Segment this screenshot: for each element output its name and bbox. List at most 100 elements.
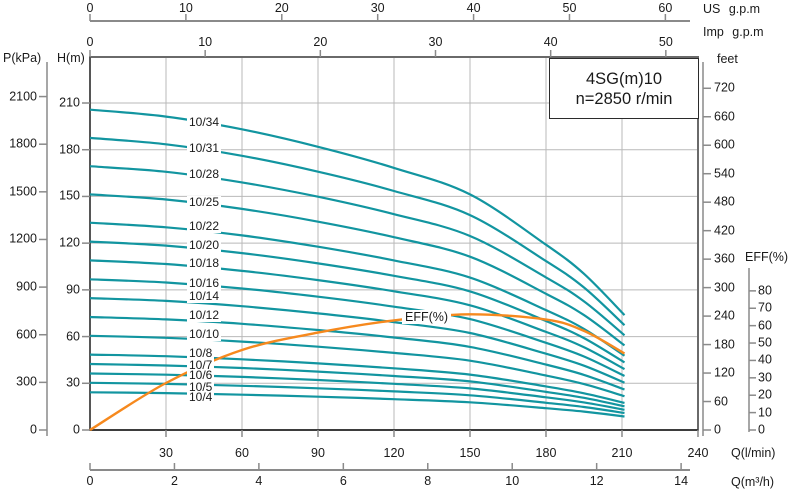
h-m-tick-label: 90 [66,282,80,297]
us-gpm-tick-label: 40 [466,1,481,15]
imp-gpm-tick-label: 10 [198,35,213,49]
curve-label-10-28: 10/28 [187,167,222,181]
curve-10-8 [89,353,625,404]
eff-tick-label: 40 [758,352,772,367]
curve-10-18 [89,259,626,371]
curve-10-14 [89,297,625,384]
curve-10-34 [89,108,626,316]
q-m3h-tick-label: 10 [505,474,520,488]
q-m3h-tick-label: 14 [674,474,689,488]
curve-10-12 [89,315,625,391]
curve-label-10-12: 10/12 [187,307,222,322]
imp-gpm-tick-label: 0 [86,35,94,49]
q-m3h-tick-label: 6 [339,474,347,488]
h-m-tick-label: 30 [66,375,80,390]
feet-tick-label: 480 [714,194,735,209]
feet-tick-label: 60 [714,394,728,409]
q-lmin-axis-title: Q(l/min) [731,446,776,460]
h-m-tick-label: 0 [73,422,80,437]
curve-label-10-18: 10/18 [187,256,222,270]
h-m-tick-label: 120 [59,235,80,250]
curve-10-6 [89,372,625,411]
feet-tick-label: 240 [714,308,735,323]
feet-tick-label: 600 [714,137,735,152]
q-lmin-tick-label: 240 [687,446,709,460]
q-lmin-tick-label: 120 [383,446,405,460]
h-m-tick-label: 150 [59,188,80,203]
eff-axis-title: EFF(%) [745,250,789,264]
feet-tick-label: 360 [714,251,735,266]
h-m-tick-label: 60 [66,329,80,344]
h-m-tick-label: 180 [59,142,80,157]
curve-label-10-14: 10/14 [187,289,222,303]
pump-speed: n=2850 r/min [575,89,673,108]
imp-gpm-tick-label: 30 [428,35,443,49]
us-gpm-tick-label: 10 [178,1,193,15]
q-m3h-tick-label: 4 [255,474,263,488]
q-m3h-tick-label: 8 [424,474,432,488]
us-gpm-tick-label: 60 [658,1,673,15]
pump-model: 4SG(m)10 [585,69,663,88]
title-box: 4SG(m)10 n=2850 r/min [549,58,699,119]
us-gpm-tick-label: 20 [274,1,289,15]
curve-label-10-8: 10/8 [187,346,215,360]
p-kpa-tick-label: 1800 [9,136,37,151]
curve-label-10-6: 10/6 [187,368,215,382]
p-kpa-tick-label: 900 [16,279,37,294]
eff-tick-label: 20 [758,387,772,402]
curve-10-7 [89,362,625,408]
q-lmin-tick-label: 30 [159,446,173,460]
us-gpm-tick-label: 30 [370,1,385,15]
curve-label-10-34: 10/34 [187,114,222,129]
p-kpa-tick-label: 600 [16,327,37,342]
curve-label-10-22: 10/22 [187,219,222,233]
us-gpm-tick-label: 50 [562,1,577,15]
eff-tick-label: 10 [758,405,772,420]
feet-tick-label: 300 [714,280,735,295]
feet-tick-label: 420 [714,223,735,238]
p-kpa-tick-label: 300 [16,374,37,389]
feet-tick-label: 540 [714,166,735,181]
us-gpm-axis-title: US g.p.m [703,2,761,16]
eff-tick-label: 60 [758,318,772,333]
eff-tick-label: 0 [758,422,765,437]
curve-label-10-4: 10/4 [187,389,215,404]
curve-10-5 [89,381,625,415]
curve-label-10-7: 10/7 [187,358,215,372]
curve-10-31 [89,136,626,327]
eff-tick-label: 30 [758,370,772,385]
feet-tick-label: 720 [714,80,735,95]
p-kpa-axis-title: P(kPa) [3,51,42,65]
p-kpa-tick-label: 1500 [9,184,37,199]
feet-tick-label: 180 [714,337,735,352]
us-gpm-tick-label: 0 [86,1,94,15]
efficiency-curve-label: EFF(%) [402,310,452,324]
imp-gpm-axis-title: Imp g.p.m [703,25,764,39]
efficiency-curve [89,313,626,432]
imp-gpm-tick-label: 50 [658,35,673,49]
q-lmin-tick-label: 210 [611,446,633,460]
curve-10-4 [89,391,625,418]
curve-label-10-20: 10/20 [187,238,222,252]
curve-10-10 [89,334,625,398]
q-lmin-tick-label: 150 [459,446,481,460]
feet-tick-label: 120 [714,365,735,380]
q-lmin-tick-label: 60 [235,446,249,460]
q-m3h-axis-title: Q(m³/h) [731,475,775,489]
p-kpa-tick-label: 1200 [9,231,37,246]
q-lmin-tick-label: 90 [311,446,325,460]
q-m3h-tick-label: 12 [589,474,604,488]
curve-label-10-5: 10/5 [187,379,215,394]
p-kpa-tick-label: 0 [30,422,37,437]
curve-label-10-16: 10/16 [187,276,222,290]
imp-gpm-tick-label: 40 [543,35,558,49]
p-kpa-tick-label: 2100 [9,89,37,104]
q-m3h-tick-label: 0 [86,474,94,488]
eff-tick-label: 80 [758,283,772,298]
h-m-tick-label: 210 [59,95,80,110]
q-m3h-tick-label: 2 [170,474,178,488]
imp-gpm-tick-label: 20 [313,35,328,49]
curve-label-10-10: 10/10 [187,327,222,341]
eff-tick-label: 50 [758,335,772,350]
